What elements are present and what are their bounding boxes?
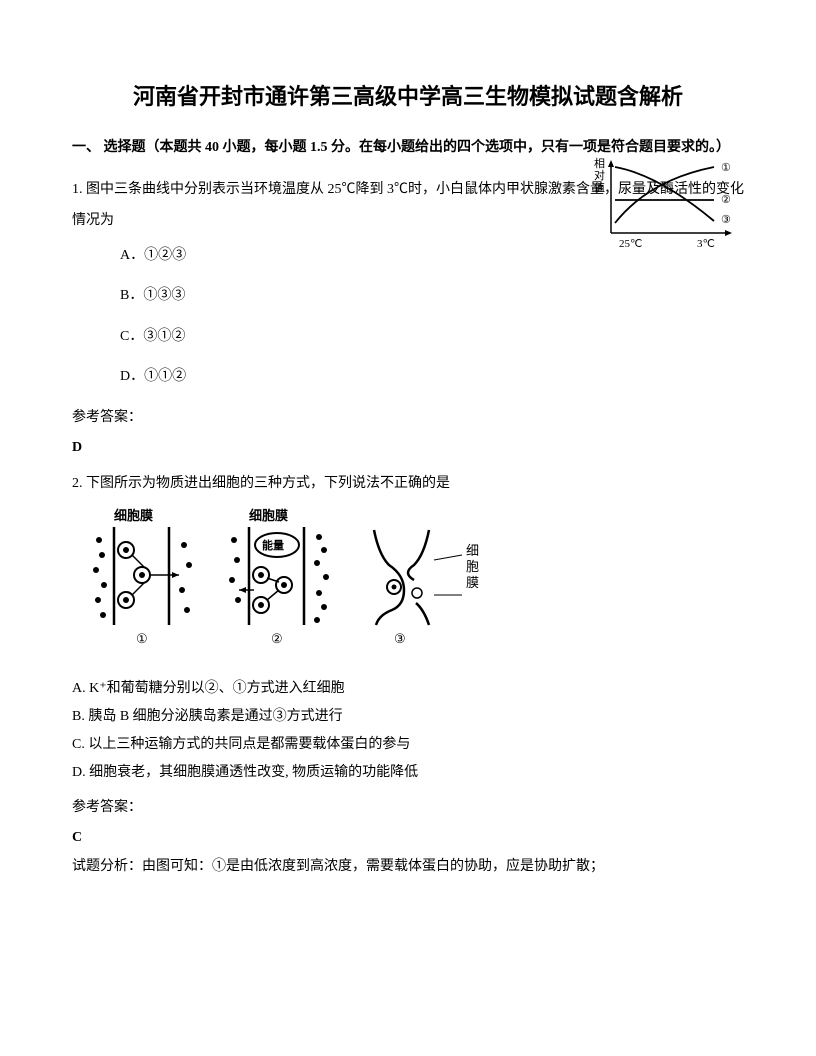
svg-text:细胞膜: 细胞膜: [249, 508, 288, 523]
chart-ylabel-2: 对: [594, 168, 605, 182]
q2-option-b: B. 胰岛 B 细胞分泌胰岛素是通过③方式进行: [72, 703, 744, 731]
svg-text:②: ②: [721, 194, 731, 206]
q2-answer-label: 参考答案：: [72, 797, 744, 819]
svg-text:③: ③: [721, 214, 731, 226]
diagram-1: 细胞膜 ①: [93, 508, 192, 646]
q1-answer-label: 参考答案：: [72, 407, 744, 429]
svg-text:②: ②: [271, 631, 283, 646]
page-title: 河南省开封市通许第三高级中学高三生物模拟试题含解析: [72, 80, 744, 113]
svg-text:①: ①: [721, 162, 731, 174]
svg-text:能量: 能量: [262, 538, 284, 552]
q2-options: A. K⁺和葡萄糖分别以②、①方式进入红细胞 B. 胰岛 B 细胞分泌胰岛素是通…: [72, 675, 744, 787]
q2-analysis: 试题分析：由图可知：①是由低浓度到高浓度，需要载体蛋白的协助，应是协助扩散；: [72, 854, 744, 879]
svg-text:③: ③: [394, 631, 406, 646]
q1-options: A．①②③ B．①③③ C．③①② D．①①②: [120, 245, 744, 389]
svg-text:细胞膜: 细胞膜: [114, 508, 153, 523]
q1-chart: 相 对 值 ① ② ③ 25℃ 3℃: [589, 155, 744, 255]
q2-diagram: 细胞膜 ① 细胞膜: [84, 505, 524, 655]
svg-text:25℃: 25℃: [619, 238, 642, 250]
svg-text:①: ①: [136, 631, 148, 646]
svg-text:膜: 膜: [466, 575, 479, 590]
q2-option-a: A. K⁺和葡萄糖分别以②、①方式进入红细胞: [72, 675, 744, 703]
q1-option-c: C．③①②: [120, 326, 744, 348]
svg-text:3℃: 3℃: [697, 238, 715, 250]
question-2: 2. 下图所示为物质进出细胞的三种方式，下列说法不正确的是 细胞膜: [72, 471, 744, 879]
q2-option-c: C. 以上三种运输方式的共同点是都需要载体蛋白的参与: [72, 731, 744, 759]
svg-text:细: 细: [466, 543, 479, 558]
q1-option-d: D．①①②: [120, 366, 744, 388]
svg-text:胞: 胞: [466, 559, 479, 574]
question-1: 1. 图中三条曲线中分别表示当环境温度从 25℃降到 3℃时，小白鼠体内甲状腺激…: [72, 175, 744, 459]
q1-option-b: B．①③③: [120, 285, 744, 307]
q2-text: 2. 下图所示为物质进出细胞的三种方式，下列说法不正确的是: [72, 471, 744, 496]
q1-answer-value: D: [72, 437, 744, 459]
q2-option-d: D. 细胞衰老，其细胞膜通透性改变, 物质运输的功能降低: [72, 759, 744, 787]
q2-answer-value: C: [72, 827, 744, 849]
chart-ylabel: 相: [594, 157, 605, 170]
chart-ylabel-3: 值: [594, 181, 605, 194]
diagram-2: 细胞膜 能量 ②: [229, 508, 329, 646]
diagram-3: 细 胞 膜 ③: [374, 530, 479, 646]
